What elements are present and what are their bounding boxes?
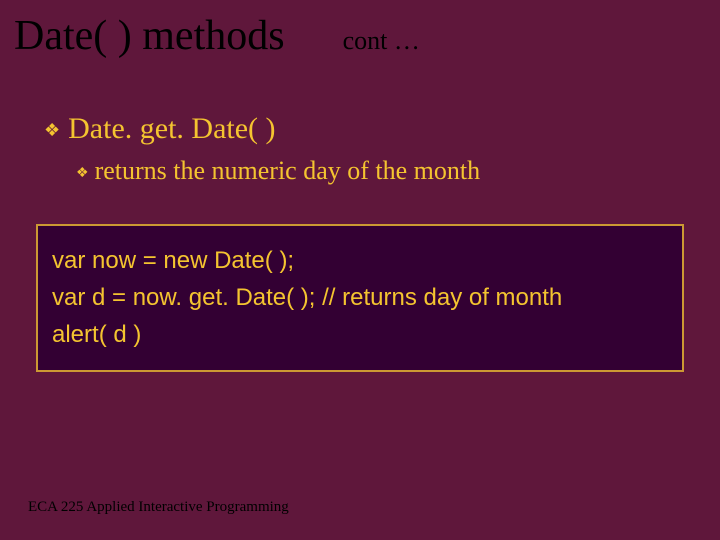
bullet-area: ❖ Date. get. Date( ) ❖ returns the numer… — [44, 112, 480, 186]
bullet-2-text: returns the numeric day of the month — [95, 156, 481, 186]
code-line-3: alert( d ) — [52, 316, 668, 353]
footer-text: ECA 225 Applied Interactive Programming — [28, 499, 289, 516]
diamond-bullet-icon: ❖ — [76, 165, 89, 182]
code-line-2: var d = now. get. Date( ); // returns da… — [52, 279, 668, 316]
slide-subtitle: cont … — [343, 26, 420, 56]
diamond-bullet-icon: ❖ — [44, 120, 60, 141]
code-box: var now = new Date( ); var d = now. get.… — [36, 224, 684, 372]
bullet-level-2: ❖ returns the numeric day of the month — [76, 156, 480, 186]
bullet-level-1: ❖ Date. get. Date( ) — [44, 112, 480, 146]
title-row: Date( ) methods cont … — [14, 12, 420, 60]
code-line-1: var now = new Date( ); — [52, 242, 668, 279]
slide: Date( ) methods cont … ❖ Date. get. Date… — [0, 0, 720, 540]
slide-title: Date( ) methods — [14, 12, 285, 60]
bullet-1-text: Date. get. Date( ) — [68, 112, 275, 146]
